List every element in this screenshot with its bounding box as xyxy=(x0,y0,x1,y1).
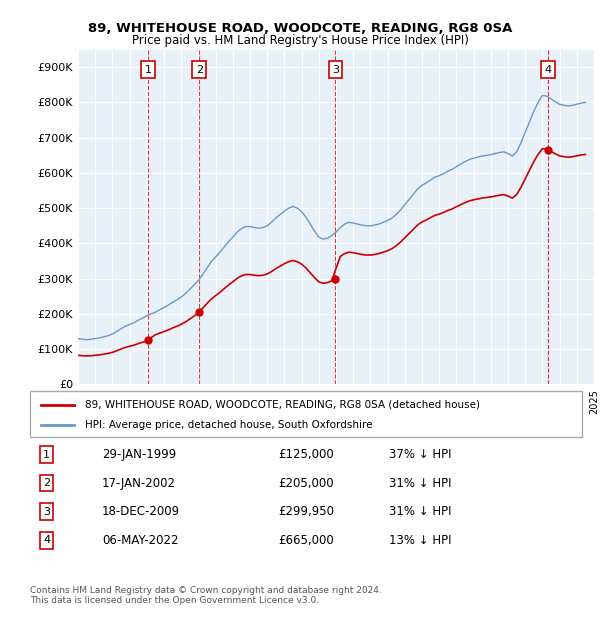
Text: 31% ↓ HPI: 31% ↓ HPI xyxy=(389,505,451,518)
Text: 17-JAN-2002: 17-JAN-2002 xyxy=(102,477,176,490)
Text: Contains HM Land Registry data © Crown copyright and database right 2024.
This d: Contains HM Land Registry data © Crown c… xyxy=(30,586,382,605)
Text: 1: 1 xyxy=(43,450,50,459)
Text: Price paid vs. HM Land Registry's House Price Index (HPI): Price paid vs. HM Land Registry's House … xyxy=(131,34,469,47)
Text: 2: 2 xyxy=(196,64,203,74)
Text: £299,950: £299,950 xyxy=(278,505,334,518)
Text: 3: 3 xyxy=(332,64,339,74)
FancyBboxPatch shape xyxy=(30,391,582,437)
Text: 29-JAN-1999: 29-JAN-1999 xyxy=(102,448,176,461)
Text: 1: 1 xyxy=(145,64,152,74)
Text: £665,000: £665,000 xyxy=(278,534,334,547)
Text: £125,000: £125,000 xyxy=(278,448,334,461)
Text: £205,000: £205,000 xyxy=(278,477,334,490)
Text: HPI: Average price, detached house, South Oxfordshire: HPI: Average price, detached house, Sout… xyxy=(85,420,373,430)
Text: 13% ↓ HPI: 13% ↓ HPI xyxy=(389,534,451,547)
Text: 89, WHITEHOUSE ROAD, WOODCOTE, READING, RG8 0SA: 89, WHITEHOUSE ROAD, WOODCOTE, READING, … xyxy=(88,22,512,35)
Text: 4: 4 xyxy=(545,64,552,74)
Text: 18-DEC-2009: 18-DEC-2009 xyxy=(102,505,180,518)
Text: 4: 4 xyxy=(43,536,50,546)
Text: 37% ↓ HPI: 37% ↓ HPI xyxy=(389,448,451,461)
Text: 3: 3 xyxy=(43,507,50,517)
Text: 31% ↓ HPI: 31% ↓ HPI xyxy=(389,477,451,490)
Text: 2: 2 xyxy=(43,478,50,488)
Text: 89, WHITEHOUSE ROAD, WOODCOTE, READING, RG8 0SA (detached house): 89, WHITEHOUSE ROAD, WOODCOTE, READING, … xyxy=(85,399,480,410)
Text: 06-MAY-2022: 06-MAY-2022 xyxy=(102,534,178,547)
